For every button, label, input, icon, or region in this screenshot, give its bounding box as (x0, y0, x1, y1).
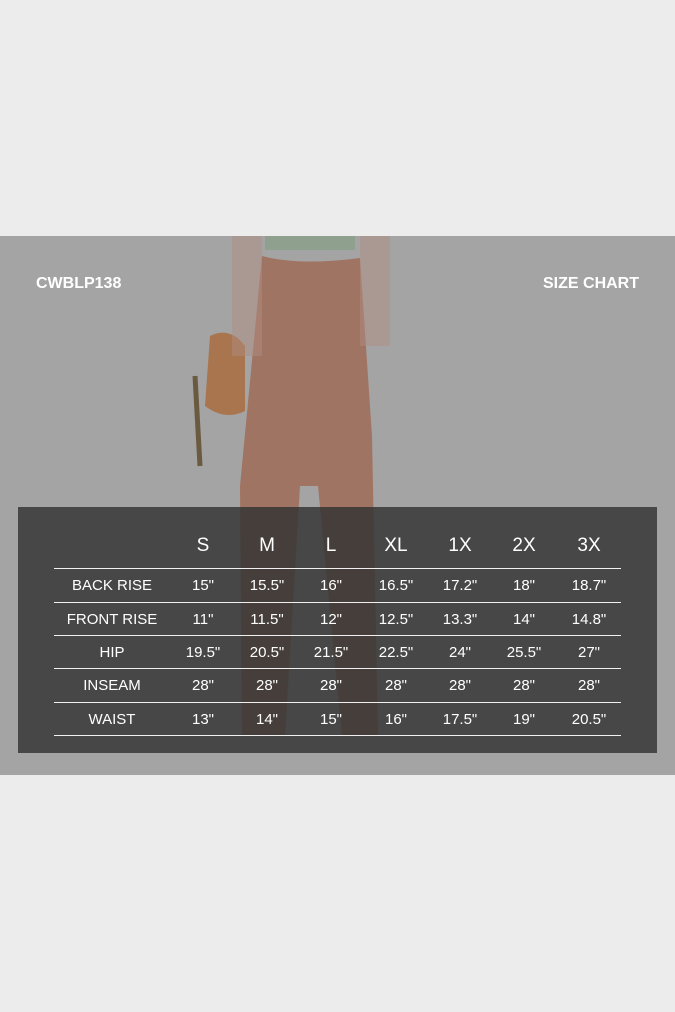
row-label: BACK RISE (71, 577, 153, 594)
measurement-cell: 13" (191, 711, 214, 728)
row-label: FRONT RISE (66, 611, 158, 628)
measurement-cell: 18.7" (571, 577, 607, 594)
measurement-cell: 19" (512, 711, 535, 728)
measurement-cell: 12" (319, 611, 342, 628)
measurement-cell: 14.8" (571, 611, 607, 628)
size-header: 1X (448, 535, 472, 556)
measurement-cell: 16" (384, 711, 407, 728)
measurement-cell: 20.5" (249, 644, 285, 661)
row-divider (54, 735, 621, 736)
size-header: S (196, 535, 210, 556)
measurement-cell: 17.5" (442, 711, 478, 728)
measurement-cell: 16.5" (378, 577, 414, 594)
measurement-cell: 15" (319, 711, 342, 728)
row-label: HIP (99, 644, 125, 661)
measurement-cell: 18" (512, 577, 535, 594)
row-label: INSEAM (83, 677, 141, 694)
row-divider (54, 602, 621, 603)
size-chart-table: S M L XL 1X 2X 3X BACK RISE 15" 15.5" 16" 16… (18, 507, 657, 753)
size-header: M (259, 535, 275, 556)
measurement-cell: 28" (512, 677, 535, 694)
table-row: INSEAM 28" 28" 28" 28" 28" 28" 28" (18, 669, 657, 702)
size-header: 2X (512, 535, 536, 556)
size-header: XL (384, 535, 408, 556)
measurement-cell: 11" (192, 611, 214, 628)
measurement-cell: 12.5" (378, 611, 414, 628)
measurement-cell: 14" (255, 711, 278, 728)
measurement-cell: 28" (577, 677, 600, 694)
measurement-cell: 15.5" (249, 577, 285, 594)
measurement-cell: 19.5" (185, 644, 221, 661)
measurement-cell: 28" (255, 677, 278, 694)
measurement-cell: 28" (384, 677, 407, 694)
measurement-cell: 14" (512, 611, 535, 628)
row-divider (54, 635, 621, 636)
measurement-cell: 17.2" (442, 577, 478, 594)
size-chart-title: SIZE CHART (543, 275, 639, 292)
row-label: WAIST (88, 711, 136, 728)
measurement-cell: 13.3" (442, 611, 478, 628)
measurement-cell: 28" (191, 677, 214, 694)
table-row: WAIST 13" 14" 15" 16" 17.5" 19" 20.5" (18, 703, 657, 736)
measurement-cell: 16" (319, 577, 342, 594)
measurement-cell: 24" (448, 644, 471, 661)
measurement-cell: 22.5" (378, 644, 414, 661)
product-code: CWBLP138 (36, 275, 122, 292)
measurement-cell: 20.5" (571, 711, 607, 728)
measurement-cell: 25.5" (506, 644, 542, 661)
row-divider (54, 702, 621, 703)
size-header: 3X (577, 535, 601, 556)
measurement-cell: 11.5" (250, 611, 284, 628)
measurement-cell: 28" (319, 677, 342, 694)
table-row: BACK RISE 15" 15.5" 16" 16.5" 17.2" 18" 18.7" (18, 569, 657, 602)
measurement-cell: 21.5" (313, 644, 349, 661)
size-header: L (325, 535, 337, 556)
table-row: HIP 19.5" 20.5" 21.5" 22.5" 24" 25.5" 27" (18, 636, 657, 669)
measurement-cell: 27" (577, 644, 600, 661)
row-divider (54, 568, 621, 569)
measurement-cell: 28" (448, 677, 471, 694)
measurement-cell: 15" (191, 577, 214, 594)
table-row: FRONT RISE 11" 11.5" 12" 12.5" 13.3" 14" 14.8" (18, 603, 657, 636)
row-divider (54, 668, 621, 669)
